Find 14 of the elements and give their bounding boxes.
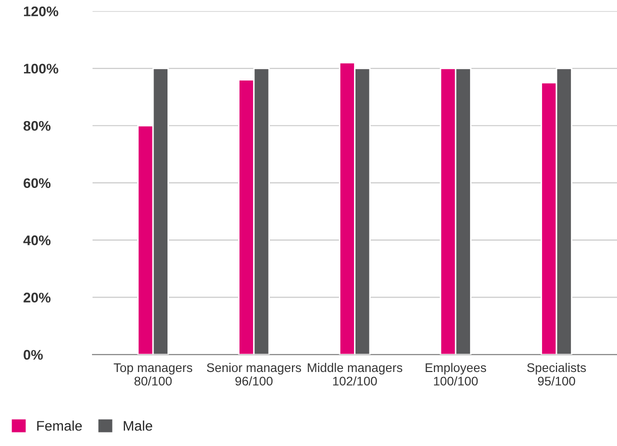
y-tick-label: 80% bbox=[24, 120, 51, 131]
legend-label: Female bbox=[37, 420, 82, 431]
y-tick-label: 40% bbox=[23, 235, 51, 246]
x-tick-label: Senior managers 96/100 bbox=[206, 362, 302, 386]
legend-label: Male bbox=[124, 420, 152, 431]
x-tick-label: Employees 100/100 bbox=[426, 362, 486, 386]
y-tick-label: 120% bbox=[24, 6, 58, 16]
x-tick-label: Top managers 80/100 bbox=[114, 363, 192, 386]
x-tick-label: Specialists 95/100 bbox=[527, 362, 586, 386]
y-tick-label: 60% bbox=[24, 178, 51, 188]
y-tick-label: 100% bbox=[24, 64, 58, 74]
y-tick-label: 20% bbox=[24, 292, 51, 303]
y-tick-label: 0% bbox=[24, 350, 43, 360]
x-tick-label: Middle managers 102/100 bbox=[308, 362, 402, 386]
